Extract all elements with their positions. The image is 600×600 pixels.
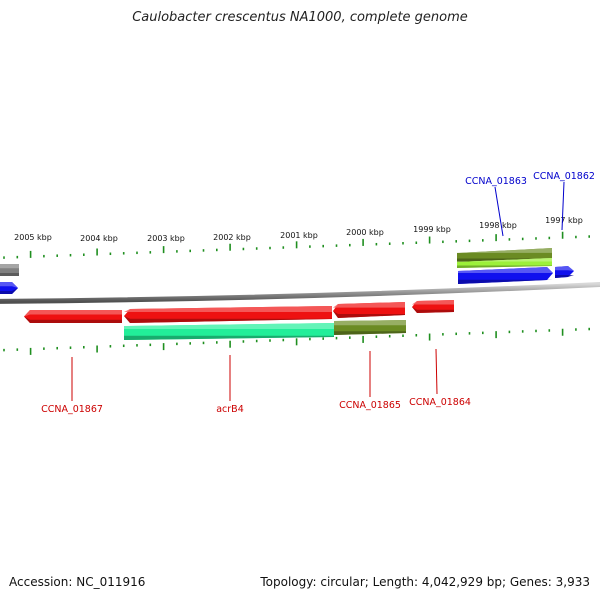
genome-summary-text: Topology: circular; Length: 4,042,929 bp… (260, 575, 590, 589)
kbp-label: 2005 kbp (14, 233, 52, 242)
genome-backbone (0, 281, 600, 304)
kbp-scale-labels: 2005 kbp 2004 kbp 2003 kbp 2002 kbp 2001 kbp… (14, 216, 583, 243)
kbp-label: 2000 kbp (346, 228, 384, 237)
red-gene-ccna-01864[interactable] (412, 300, 454, 313)
kbp-label: 1998 kbp (479, 221, 517, 230)
lime-feature-ccna-01863[interactable] (457, 258, 552, 268)
genome-title: Caulobacter crescentus NA1000, complete … (132, 10, 468, 25)
red-gene-ccna-01865[interactable] (333, 302, 405, 318)
olive-feature-ccna-01865[interactable] (334, 320, 406, 335)
gene-label-group: CCNA_01867 acrB4 CCNA_01865 CCNA_01864 CCNA_… (41, 171, 595, 415)
kbp-label: 2003 kbp (147, 234, 185, 243)
blue-gene-ccna-01863[interactable] (458, 267, 553, 284)
red-gene-acrb4[interactable] (124, 306, 332, 323)
feature-track (0, 248, 574, 340)
outer-tick-marks (3, 231, 591, 259)
gene-label[interactable]: CCNA_01864 (409, 397, 471, 408)
red-gene-ccna-01867[interactable] (24, 310, 122, 323)
gene-label[interactable]: CCNA_01867 (41, 404, 103, 415)
accession-text: Accession: NC_011916 (9, 575, 146, 589)
label-leader-line (435, 348, 438, 395)
gene-label[interactable]: CCNA_01862 (533, 171, 595, 182)
kbp-label: 1997 kbp (545, 216, 583, 225)
inner-tick-marks (3, 327, 591, 355)
kbp-label: 2002 kbp (213, 233, 251, 242)
label-leader-line (561, 181, 565, 231)
label-leader-lines (71, 181, 565, 401)
kbp-label: 2001 kbp (280, 231, 318, 240)
gene-label[interactable]: CCNA_01865 (339, 400, 401, 411)
label-leader-line (494, 186, 504, 237)
blue-feature-left[interactable] (0, 282, 18, 294)
kbp-label: 2004 kbp (80, 234, 118, 243)
blue-gene-ccna-01862[interactable] (555, 266, 574, 278)
kbp-label: 1999 kbp (413, 225, 451, 234)
gene-label[interactable]: acrB4 (216, 404, 244, 415)
green-feature-acrb4[interactable] (124, 323, 334, 340)
gray-feature-left[interactable] (0, 264, 19, 276)
gene-label[interactable]: CCNA_01863 (465, 176, 527, 187)
